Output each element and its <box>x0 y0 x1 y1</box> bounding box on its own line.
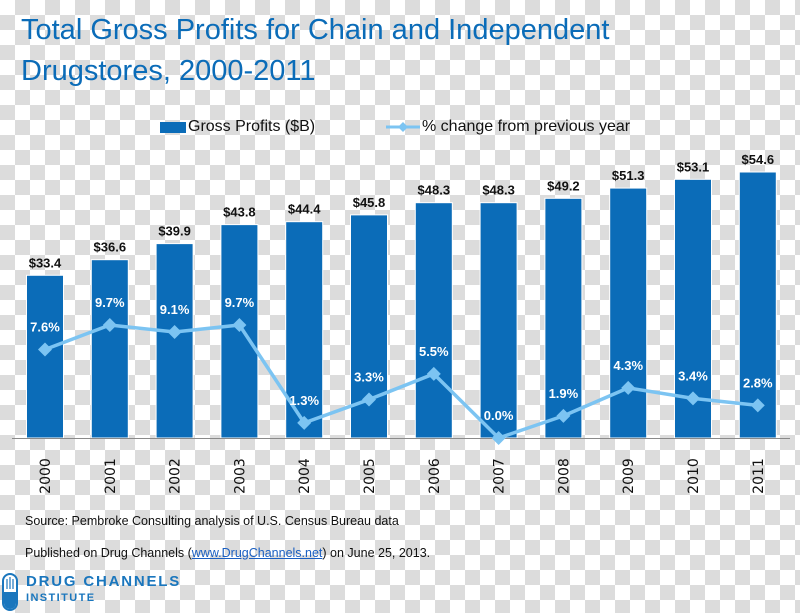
legend-item-gross-profits: Gross Profits ($B) <box>160 118 315 136</box>
published-prefix: Published on Drug Channels ( <box>25 546 192 560</box>
legend-line-marker-icon <box>386 122 420 132</box>
bar-value-label-2008: $49.2 <box>547 178 580 193</box>
pct-change-line <box>44 323 758 440</box>
pct-label-2005: 3.3% <box>354 370 384 385</box>
pct-label-2007: 0.0% <box>484 408 514 423</box>
pct-label-2004: 1.3% <box>289 393 319 408</box>
x-tick-label-2010: 2010 <box>686 458 702 494</box>
bar-value-label-2006: $48.3 <box>418 183 451 198</box>
source-note: Source: Pembroke Consulting analysis of … <box>25 514 399 528</box>
bar-value-label-2004: $44.4 <box>288 202 321 217</box>
pct-marker-2003 <box>232 318 247 332</box>
pct-label-2010: 3.4% <box>678 368 708 383</box>
pct-marker-2009 <box>621 380 636 395</box>
drugchannels-link[interactable]: www.DrugChannels.net <box>191 546 323 560</box>
published-note: Published on Drug Channels (www.DrugChan… <box>25 546 430 560</box>
pct-label-2002: 9.1% <box>160 302 190 317</box>
pct-label-2009: 4.3% <box>613 358 643 373</box>
pct-marker-2006 <box>426 366 441 381</box>
x-tick-label-2009: 2009 <box>621 458 637 494</box>
bar-2002 <box>155 243 194 439</box>
bar-value-label-2002: $39.9 <box>158 224 191 239</box>
pct-marker-2007 <box>491 431 506 445</box>
chart-title-line1: Total Gross Profits for Chain and Indepe… <box>21 14 610 46</box>
capsule-icon <box>2 573 18 611</box>
bar-2001 <box>90 259 129 439</box>
bar-value-label-2005: $45.8 <box>353 195 386 210</box>
x-tick-label-2006: 2006 <box>427 458 443 494</box>
published-suffix: ) on June 25, 2013. <box>322 546 431 560</box>
pct-marker-2000 <box>38 342 52 357</box>
pct-marker-2001 <box>102 318 117 332</box>
bar-value-label-2001: $36.6 <box>94 240 127 255</box>
legend-item-pct-change: % change from previous year <box>386 118 630 136</box>
x-tick-label-2002: 2002 <box>168 458 184 494</box>
bar-2009 <box>609 187 648 439</box>
pct-marker-2005 <box>362 392 376 407</box>
x-tick-label-2004: 2004 <box>297 458 313 494</box>
pct-marker-2002 <box>167 324 182 339</box>
pct-label-2003: 9.7% <box>225 295 255 310</box>
chart-title: Total Gross Profits for Chain and Indepe… <box>21 10 781 92</box>
pct-label-2011: 2.8% <box>743 375 773 390</box>
logo-line1: DRUG CHANNELS <box>26 573 182 590</box>
pct-label-2006: 5.5% <box>419 344 449 359</box>
bar-value-label-2007: $48.3 <box>482 183 515 198</box>
drug-channels-logo: DRUG CHANNELS INSTITUTE <box>2 573 181 611</box>
pct-label-2008: 1.9% <box>549 386 579 401</box>
bar-2000 <box>26 274 64 439</box>
legend-label-gross-profits: Gross Profits ($B) <box>188 118 316 135</box>
bar-value-label-2009: $51.3 <box>612 168 645 183</box>
pct-marker-2011 <box>750 398 765 413</box>
x-tick-label-2000: 2000 <box>38 458 54 494</box>
bar-value-label-2000: $33.4 <box>29 255 62 270</box>
legend-label-pct-change: % change from previous year <box>422 118 631 135</box>
bar-2003 <box>220 224 259 439</box>
x-tick-label-2007: 2007 <box>492 458 508 494</box>
pct-label-2000: 7.6% <box>30 319 60 334</box>
pct-marker-2010 <box>686 391 700 406</box>
legend-bar-swatch-icon <box>160 121 186 133</box>
bar-value-label-2011: $54.6 <box>742 152 775 167</box>
x-tick-label-2011: 2011 <box>751 458 767 494</box>
pct-marker-2004 <box>297 415 312 430</box>
chart-title-line2: Drugstores, 2000-2011 <box>21 55 316 87</box>
pct-marker-2008 <box>556 408 571 423</box>
bar-2008 <box>544 197 583 439</box>
bar-value-label-2010: $53.1 <box>677 159 710 174</box>
bar-2011 <box>738 171 777 439</box>
x-tick-label-2005: 2005 <box>362 458 378 494</box>
logo-line2: INSTITUTE <box>26 592 96 604</box>
bar-2007 <box>479 202 518 439</box>
x-tick-label-2003: 2003 <box>232 458 248 494</box>
bar-2006 <box>414 202 453 439</box>
pct-label-2001: 9.7% <box>95 295 125 310</box>
x-tick-label-2008: 2008 <box>556 458 572 494</box>
bar-value-label-2003: $43.8 <box>223 205 256 220</box>
x-tick-label-2001: 2001 <box>103 458 119 494</box>
